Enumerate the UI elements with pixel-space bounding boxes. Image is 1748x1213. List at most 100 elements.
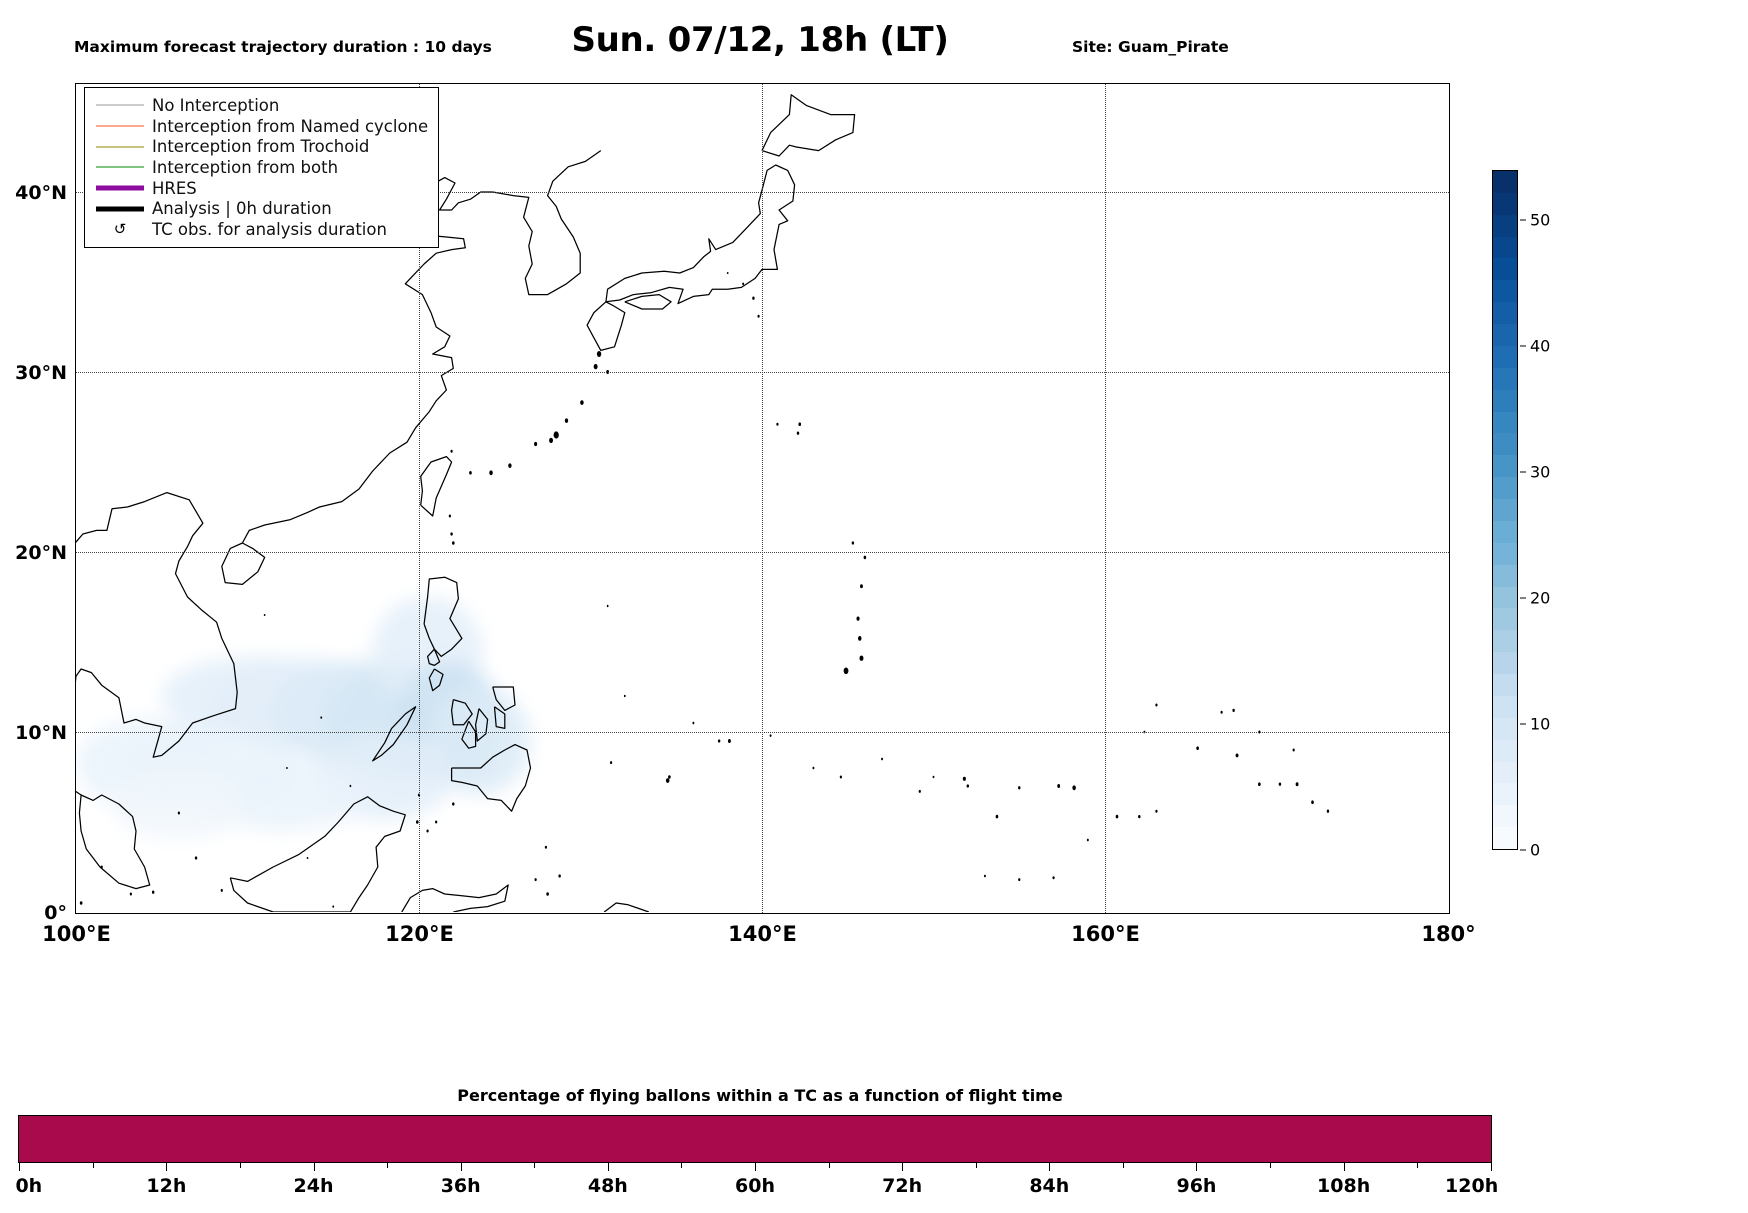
island-25 <box>757 314 760 318</box>
island-72 <box>426 829 429 833</box>
island-47 <box>1220 710 1223 714</box>
island-60 <box>692 721 695 725</box>
coastline-3 <box>221 209 466 586</box>
island-15 <box>857 636 862 641</box>
legend-row-1[interactable]: Interception from Named cyclone <box>93 116 428 137</box>
minor-tick-30 <box>387 1163 389 1168</box>
island-65 <box>1086 838 1089 842</box>
island-55 <box>918 789 921 793</box>
cyclone-icon: ↺ <box>113 219 127 238</box>
colorbar-tick-label: 50 <box>1530 210 1551 230</box>
island-1 <box>549 437 554 444</box>
legend-line-swatch <box>93 199 147 219</box>
flight-time-tick-label-72: 72h <box>882 1175 923 1197</box>
tick-mark <box>1520 849 1526 851</box>
coastline-5 <box>76 491 223 639</box>
coastline-15 <box>461 720 477 749</box>
colorbar-tick-10: 10 <box>1520 715 1550 734</box>
tick-mark <box>1520 219 1526 221</box>
colorbar-step-3 <box>1493 761 1517 784</box>
bottom-bar-title: Percentage of flying ballons within a TC… <box>457 1086 1063 1105</box>
island-37 <box>1196 746 1199 750</box>
cyclone-density-field <box>76 597 531 840</box>
legend-label: Interception from Named cyclone <box>152 116 429 136</box>
coastline-9 <box>586 301 626 352</box>
coastline-7 <box>605 164 796 305</box>
legend-row-5[interactable]: Analysis | 0h duration <box>93 198 428 219</box>
legend-row-3[interactable]: Interception from both <box>93 157 428 178</box>
major-tick-108 <box>1343 1163 1345 1171</box>
island-61 <box>623 694 626 698</box>
legend-line-swatch <box>93 137 147 157</box>
coastline-23 <box>603 902 650 912</box>
legend-row-4[interactable]: HRES <box>93 178 428 199</box>
island-13 <box>450 532 453 536</box>
x-tick-label-180: 180° <box>1421 922 1476 946</box>
colorbar-tick-label: 30 <box>1530 462 1551 482</box>
legend-label: TC obs. for analysis duration <box>152 219 387 239</box>
major-tick-0 <box>19 1163 21 1171</box>
colorbar-step-23 <box>1493 324 1517 346</box>
island-93 <box>932 775 935 779</box>
colorbar-step-24 <box>1493 302 1517 324</box>
major-tick-24 <box>313 1163 315 1171</box>
minor-tick-42 <box>534 1163 536 1168</box>
gridline-lat-10 <box>76 732 1449 733</box>
island-27 <box>742 282 745 286</box>
major-tick-72 <box>902 1163 904 1171</box>
island-59 <box>769 734 772 737</box>
island-11 <box>450 449 453 453</box>
flight-time-bar-fill <box>19 1116 1491 1162</box>
colorbar-step-0 <box>1493 827 1517 849</box>
header-site: Site: Guam_Pirate <box>1072 38 1229 56</box>
island-28 <box>962 776 966 781</box>
colorbar-tick-50: 50 <box>1520 211 1550 230</box>
island-50 <box>665 778 670 783</box>
island-78 <box>286 766 288 770</box>
island-67 <box>544 845 548 849</box>
island-19 <box>860 584 863 589</box>
island-84 <box>129 892 132 896</box>
major-tick-48 <box>607 1163 609 1171</box>
colorbar-tick-label: 0 <box>1530 840 1541 860</box>
colorbar-tick-0: 0 <box>1520 841 1540 860</box>
island-73 <box>435 820 438 824</box>
colorbar-step-2 <box>1493 783 1517 806</box>
legend-row-6[interactable]: ↺ TC obs. for analysis duration <box>93 219 428 240</box>
island-62 <box>606 604 609 608</box>
island-2 <box>564 418 569 423</box>
legend-row-0[interactable]: No Interception <box>93 95 428 116</box>
colorbar-step-30 <box>1493 171 1517 193</box>
colorbar-tick-30: 30 <box>1520 463 1550 482</box>
island-3 <box>580 400 584 405</box>
coastline-0 <box>492 150 602 296</box>
colorbar-step-6 <box>1493 695 1517 718</box>
colorbar-gradient <box>1492 170 1518 850</box>
island-35 <box>1138 814 1141 819</box>
colorbar-step-17 <box>1493 455 1517 478</box>
legend-line-swatch <box>93 178 147 198</box>
island-39 <box>1258 782 1261 786</box>
tick-mark <box>1520 597 1526 599</box>
colorbar-step-9 <box>1493 630 1517 653</box>
island-17 <box>843 667 849 675</box>
island-specks-layer <box>79 271 1330 908</box>
island-16 <box>859 655 864 661</box>
island-31 <box>1018 786 1021 790</box>
major-tick-12 <box>166 1163 168 1171</box>
colorbar-tick-label: 40 <box>1530 336 1551 356</box>
island-77 <box>320 716 323 719</box>
coastline-10 <box>624 293 672 310</box>
header-max-duration: Maximum forecast trajectory duration : 1… <box>74 38 492 56</box>
island-68 <box>558 874 561 878</box>
flight-time-tick-label-96: 96h <box>1176 1175 1217 1197</box>
colorbar-step-25 <box>1493 280 1517 303</box>
island-23 <box>796 431 800 435</box>
island-63 <box>1018 878 1021 882</box>
page-title: Sun. 07/12, 18h (LT) <box>571 20 949 60</box>
x-tick-label-140: 140°E <box>728 922 797 946</box>
legend-row-2[interactable]: Interception from Trochoid <box>93 136 428 157</box>
island-42 <box>1311 800 1314 804</box>
map-legend[interactable]: No Interception Interception from Named c… <box>84 87 440 248</box>
